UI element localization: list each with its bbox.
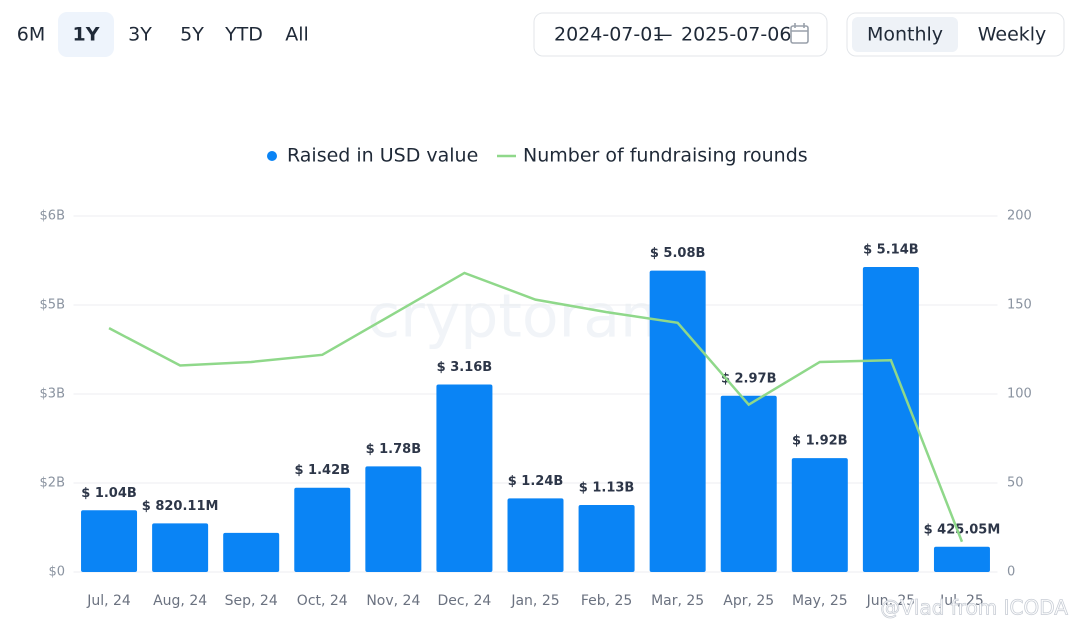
value-label: $ 1.92B (792, 434, 848, 449)
bar (649, 270, 706, 572)
y2-tick-label: 50 (1007, 476, 1024, 491)
view-button-active (852, 17, 958, 52)
y-tick-label: $0 (48, 565, 65, 580)
range-button[interactable]: 3Y (128, 24, 152, 46)
y-tick-label: $6B (40, 209, 65, 224)
date-separator: — (654, 24, 673, 46)
y2-tick-label: 150 (1007, 298, 1032, 313)
line (108, 271, 964, 543)
value-label: $ 425.05M (924, 522, 1001, 537)
value-label: $ 1.04B (81, 486, 137, 501)
value-label: $ 1.42B (294, 463, 350, 478)
x-tick-label: May, 25 (792, 593, 848, 609)
range-button[interactable]: 1Y (73, 24, 100, 46)
value-label: $ 820.11M (142, 499, 219, 514)
bar (791, 458, 848, 572)
value-label: $ 1.13B (579, 480, 635, 495)
range-button[interactable]: YTD (224, 24, 263, 46)
x-tick-label: Aug, 24 (153, 593, 207, 609)
bar (294, 487, 351, 572)
x-tick-label: Apr, 25 (723, 593, 774, 609)
value-label: $ 5.08B (650, 246, 706, 261)
value-label: $ 3.16B (437, 360, 493, 375)
y2-tick-label: 100 (1007, 387, 1032, 402)
x-tick-label: Oct, 24 (297, 593, 348, 609)
y2-tick-label: 0 (1007, 565, 1015, 580)
y-tick-label: $2B (40, 476, 65, 491)
bar (365, 466, 422, 572)
bar (862, 267, 919, 572)
value-label: $ 1.24B (508, 474, 564, 489)
bar (436, 384, 493, 572)
bar (507, 498, 564, 572)
value-label: $ 1.78B (366, 442, 422, 457)
x-tick-label: Mar, 25 (651, 593, 704, 609)
x-tick-label: Jan, 25 (510, 593, 559, 609)
bar (223, 532, 280, 572)
range-button-active (58, 12, 114, 57)
y-tick-label: $5B (40, 298, 65, 313)
y-tick-label: $3B (40, 387, 65, 402)
bar (933, 546, 990, 572)
value-label: $ 2.97B (721, 371, 777, 386)
x-tick-label: Jun, 25 (866, 593, 916, 609)
bar (152, 523, 209, 572)
x-tick-label: Jul, 24 (86, 593, 131, 609)
calendar-icon (790, 23, 809, 44)
y2-tick-label: 200 (1007, 209, 1032, 224)
date-end: 2025-07-06 (681, 24, 791, 46)
bar (720, 395, 777, 572)
x-tick-label: Dec, 24 (438, 593, 492, 609)
range-button[interactable]: 6M (17, 24, 45, 46)
legend-label: Number of fundraising rounds (523, 145, 808, 167)
date-start: 2024-07-01 (554, 24, 664, 46)
range-button[interactable]: 5Y (180, 24, 204, 46)
view-button[interactable]: Monthly (867, 24, 943, 46)
bar (81, 510, 138, 572)
x-tick-label: Sep, 24 (225, 593, 278, 609)
x-tick-label: Feb, 25 (581, 593, 633, 609)
legend-marker (267, 151, 277, 161)
bar (578, 504, 635, 572)
overlay-text: @Vlad from ICODA (880, 596, 1068, 620)
value-label: $ 5.14B (863, 243, 919, 258)
date-range[interactable] (533, 12, 828, 57)
x-tick-label: Jul, 25 (939, 593, 984, 609)
legend-label: Raised in USD value (287, 145, 478, 167)
view-button[interactable]: Weekly (978, 24, 1047, 46)
x-tick-label: Nov, 24 (366, 593, 420, 609)
range-button[interactable]: All (285, 24, 309, 46)
